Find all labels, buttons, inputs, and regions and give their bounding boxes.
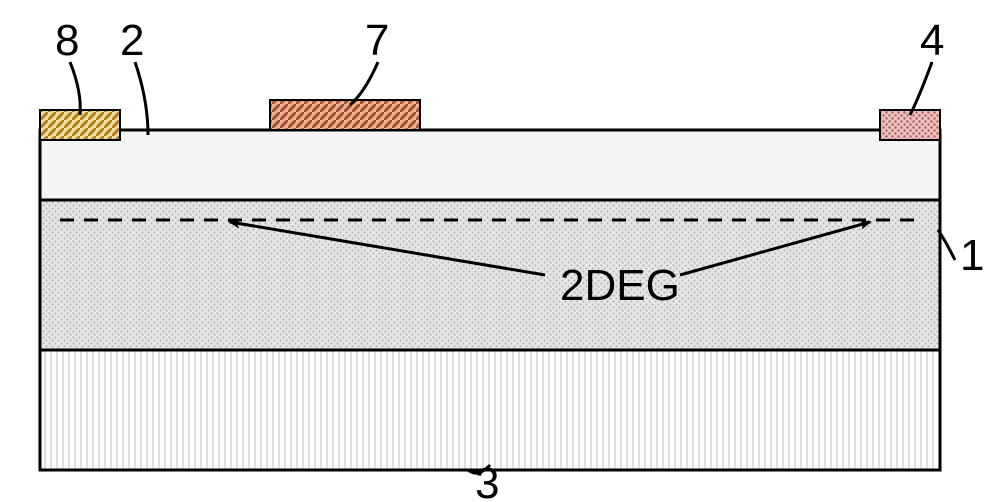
substrate-layer: [40, 350, 940, 470]
contact-gate-7: [270, 100, 420, 130]
label-2: 2: [120, 16, 148, 135]
svg-text:4: 4: [920, 16, 944, 65]
svg-text:2: 2: [120, 16, 144, 65]
barrier-layer: [40, 130, 940, 200]
channel-layer: [40, 200, 940, 350]
label-4: 4: [910, 16, 944, 115]
svg-text:7: 7: [365, 16, 389, 65]
label-7: 7: [350, 16, 389, 105]
svg-text:8: 8: [55, 16, 79, 65]
svg-text:3: 3: [475, 459, 499, 502]
device-cross-section: 2DEG 8 2 7 4 1 3: [0, 0, 1000, 502]
label-8: 8: [55, 16, 80, 115]
deg-label: 2DEG: [560, 261, 680, 310]
svg-text:1: 1: [960, 231, 984, 280]
label-1: 1: [938, 230, 984, 280]
